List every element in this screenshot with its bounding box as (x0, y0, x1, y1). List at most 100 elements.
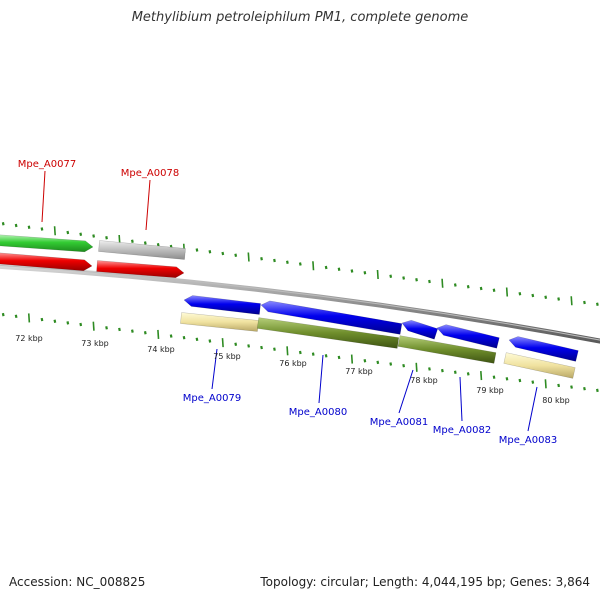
minor-tick (428, 279, 431, 284)
minor-tick (14, 314, 18, 319)
minor-tick (570, 385, 573, 389)
gene-label[interactable]: Mpe_A0080 (289, 407, 347, 418)
gene-leader-line (459, 376, 463, 422)
major-tick (286, 346, 289, 356)
minor-tick (453, 283, 457, 287)
kbp-label: 78 kbp (410, 376, 438, 385)
gene-label[interactable]: Mpe_A0082 (433, 425, 491, 436)
gene-leader-line (41, 170, 46, 223)
minor-tick (273, 258, 276, 263)
minor-tick (53, 319, 57, 323)
gene-Mpe_A0081-feature[interactable] (401, 319, 439, 340)
kbp-label: 74 kbp (147, 345, 175, 354)
gene-Mpe_A0077-annotation[interactable] (0, 252, 93, 272)
minor-tick (518, 292, 522, 296)
gene-label[interactable]: Mpe_A0081 (370, 417, 428, 428)
gene-Mpe_A0077-feature[interactable] (0, 234, 94, 253)
major-tick (221, 338, 224, 348)
minor-tick (531, 380, 535, 384)
minor-tick (1, 312, 5, 317)
minor-tick (118, 327, 121, 332)
genome-backbone (0, 263, 600, 344)
minor-tick (324, 354, 328, 358)
gene-Mpe_A0079-annotation[interactable] (180, 312, 259, 332)
minor-tick (583, 386, 586, 391)
kbp-label: 80 kbp (542, 396, 570, 405)
major-tick (157, 329, 160, 339)
outer-tick-ring (1, 222, 599, 306)
kbp-label: 75 kbp (213, 352, 241, 361)
minor-tick (492, 288, 496, 292)
gene-Mpe_A0081-annotation[interactable] (397, 335, 497, 364)
minor-tick (286, 260, 289, 264)
minor-tick (143, 241, 147, 245)
gene-Mpe_A0080-feature[interactable] (260, 300, 403, 335)
gene-leader-line (318, 354, 324, 404)
minor-tick (221, 251, 225, 256)
gene-features (0, 234, 579, 379)
minor-tick (428, 367, 431, 371)
gene-Mpe_A0079-feature[interactable] (183, 295, 261, 315)
minor-tick (389, 274, 393, 278)
gene-leader-line (527, 386, 538, 432)
major-tick (441, 278, 444, 288)
major-tick (53, 226, 56, 236)
minor-tick (596, 388, 599, 393)
gene-Mpe_A0078-annotation[interactable] (96, 260, 185, 279)
major-tick (312, 261, 315, 271)
minor-tick (66, 230, 70, 235)
gene-label[interactable]: Mpe_A0083 (499, 435, 557, 446)
major-tick (376, 269, 379, 280)
minor-tick (479, 286, 483, 291)
minor-tick (260, 345, 263, 350)
minor-tick (105, 326, 108, 330)
minor-tick (557, 383, 561, 388)
minor-tick (40, 317, 44, 322)
minor-tick (441, 368, 444, 373)
minor-tick (156, 243, 160, 247)
minor-tick (195, 248, 199, 252)
minor-tick (14, 223, 18, 228)
accession-text: Accession: NC_008825 (9, 575, 146, 589)
kbp-label: 72 kbp (15, 334, 43, 343)
minor-tick (596, 302, 599, 306)
backbone-line (0, 263, 600, 344)
minor-tick (350, 269, 354, 273)
minor-tick (324, 265, 328, 270)
minor-tick (298, 350, 302, 355)
minor-tick (273, 347, 276, 351)
minor-tick (298, 262, 302, 266)
gene-Mpe_A0083-annotation[interactable] (503, 352, 576, 379)
gene-label[interactable]: Mpe_A0079 (183, 393, 241, 404)
minor-tick (402, 276, 406, 280)
gene-Mpe_A0083-feature[interactable] (508, 336, 579, 362)
minor-tick (143, 331, 147, 335)
minor-tick (337, 355, 341, 360)
major-tick (350, 354, 354, 364)
gene-Mpe_A0080-annotation[interactable] (256, 317, 400, 349)
gene-label[interactable]: Mpe_A0078 (121, 168, 179, 179)
minor-tick (466, 285, 470, 289)
minor-tick (247, 344, 251, 348)
minor-tick (234, 342, 238, 346)
major-tick (505, 287, 509, 297)
kbp-label: 73 kbp (81, 339, 109, 348)
topology-summary: Topology: circular; Length: 4,044,195 bp… (260, 575, 590, 589)
kbp-label: 79 kbp (476, 386, 504, 395)
minor-tick (27, 225, 31, 229)
gene-Mpe_A0078-feature[interactable] (98, 240, 186, 260)
minor-tick (40, 227, 44, 231)
kbp-scale-labels: 72 kbp 73 kbp 74 kbp 75 kbp 76 kbp 77 kbp 78 k… (15, 334, 570, 405)
minor-tick (182, 335, 186, 340)
minor-tick (453, 370, 457, 374)
kbp-label: 76 kbp (279, 359, 307, 368)
gene-label[interactable]: Mpe_A0077 (18, 159, 76, 170)
major-tick (27, 313, 31, 323)
minor-tick (92, 234, 96, 238)
minor-tick (531, 293, 535, 298)
major-tick (247, 252, 250, 262)
minor-tick (208, 339, 212, 343)
gene-Mpe_A0082-feature[interactable] (436, 324, 500, 349)
minor-tick (311, 352, 315, 356)
